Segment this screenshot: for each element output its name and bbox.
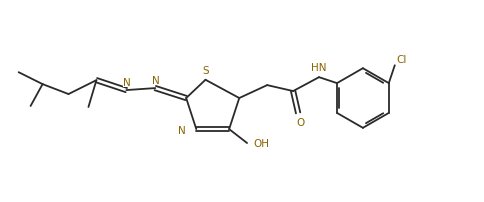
Text: OH: OH — [253, 138, 269, 148]
Text: S: S — [202, 65, 209, 75]
Text: O: O — [295, 117, 303, 127]
Text: Cl: Cl — [396, 55, 406, 65]
Text: HN: HN — [311, 63, 326, 73]
Text: N: N — [178, 125, 186, 135]
Text: N: N — [152, 75, 160, 85]
Text: N: N — [123, 77, 131, 87]
